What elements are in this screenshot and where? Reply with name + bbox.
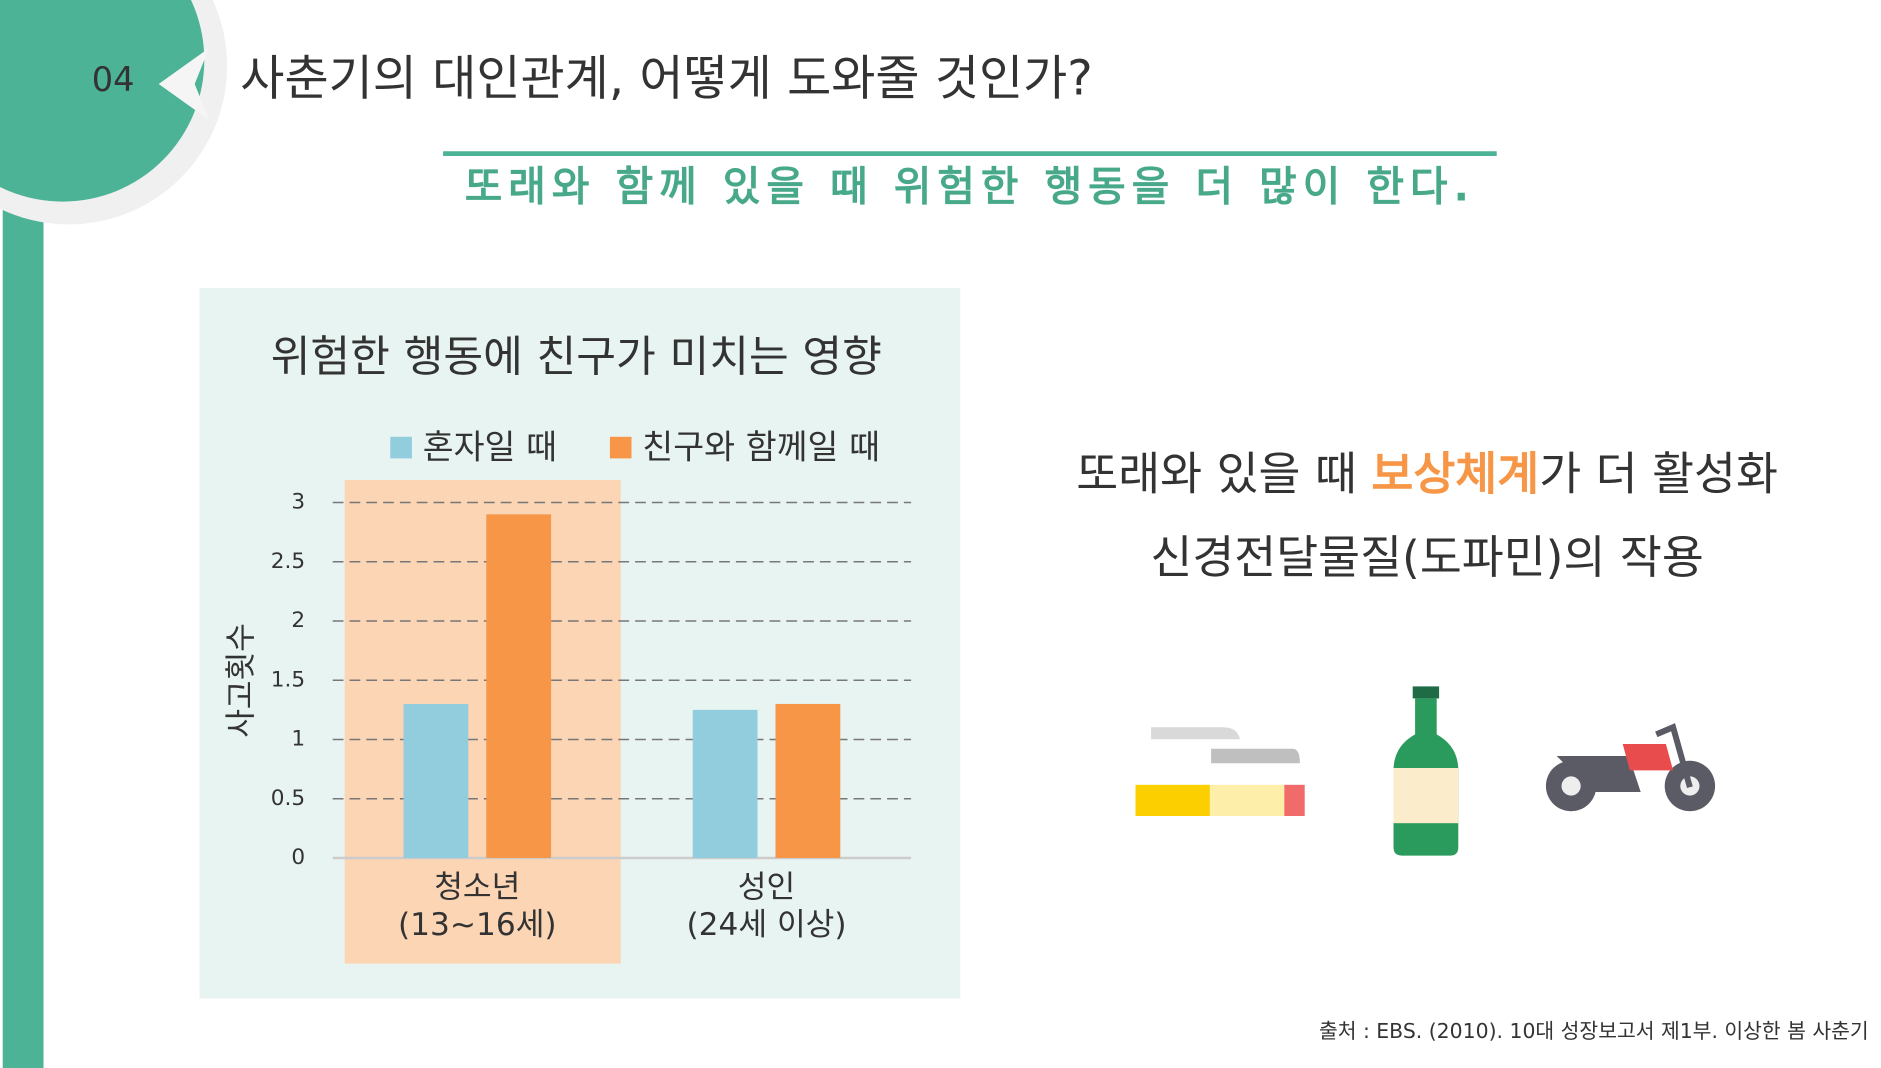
x-tick-label: 청소년 (13~16세) <box>397 870 557 944</box>
legend-label: 혼자일 때 <box>423 427 557 466</box>
legend-label: 친구와 함께일 때 <box>642 427 880 466</box>
y-tick-label: 2.5 <box>271 549 305 574</box>
highlight-box <box>344 480 621 964</box>
y-tick-label: 3 <box>291 490 305 515</box>
y-axis-label: 사고횟수 <box>224 623 260 738</box>
chart-title: 위험한 행동에 친구가 미치는 영향 <box>271 332 882 382</box>
x-label-box: 성인 (24세 이상) <box>686 870 847 944</box>
right-text-1: 또래와 있을 때 보상체계가 더 활성화 <box>1076 447 1778 500</box>
y-tick-label: 1.5 <box>271 667 305 692</box>
highlight-text: 보상체계 <box>1371 447 1539 500</box>
section-number: 04 <box>92 60 135 99</box>
legend-swatch <box>390 436 412 459</box>
page-title: 사춘기의 대인관계, 어떻게 도와줄 것인가? <box>240 51 1092 107</box>
plot: 0 0.5 1 1.5 2 2.5 3 청소년 (13~16세) 성인 (24세 이상) 혼자일 … <box>271 427 912 944</box>
text-part: 또래와 있을 때 <box>1076 447 1371 500</box>
bottle-icon <box>1393 686 1459 856</box>
x-tick-label: 성인 (24세 이상) <box>686 870 847 944</box>
bar <box>403 703 469 858</box>
circle <box>0 0 205 202</box>
right-text-2: 신경전달물질(도파민)의 작용 <box>1150 531 1703 584</box>
bar <box>692 709 758 858</box>
bar <box>775 703 841 858</box>
y-tick-label: 2 <box>291 608 305 633</box>
bar <box>486 514 552 858</box>
cigarette-icon <box>1135 727 1305 816</box>
source: 출처 : EBS. (2010). 10대 성장보고서 제1부. 이상한 봄 사… <box>1319 1019 1869 1043</box>
subtitle: 또래와 함께 있을 때 위험한 행동을 더 많이 한다. <box>465 163 1475 211</box>
motorcycle-icon <box>1545 723 1716 812</box>
y-tick-label: 1 <box>291 726 305 751</box>
y-tick-label: 0.5 <box>271 786 305 811</box>
chevron <box>158 48 210 120</box>
y-tick-label: 0 <box>291 845 305 870</box>
text-part: 가 더 활성화 <box>1539 447 1778 500</box>
legend-swatch <box>609 436 632 459</box>
x-label-box: 청소년 (13~16세) <box>397 870 557 944</box>
